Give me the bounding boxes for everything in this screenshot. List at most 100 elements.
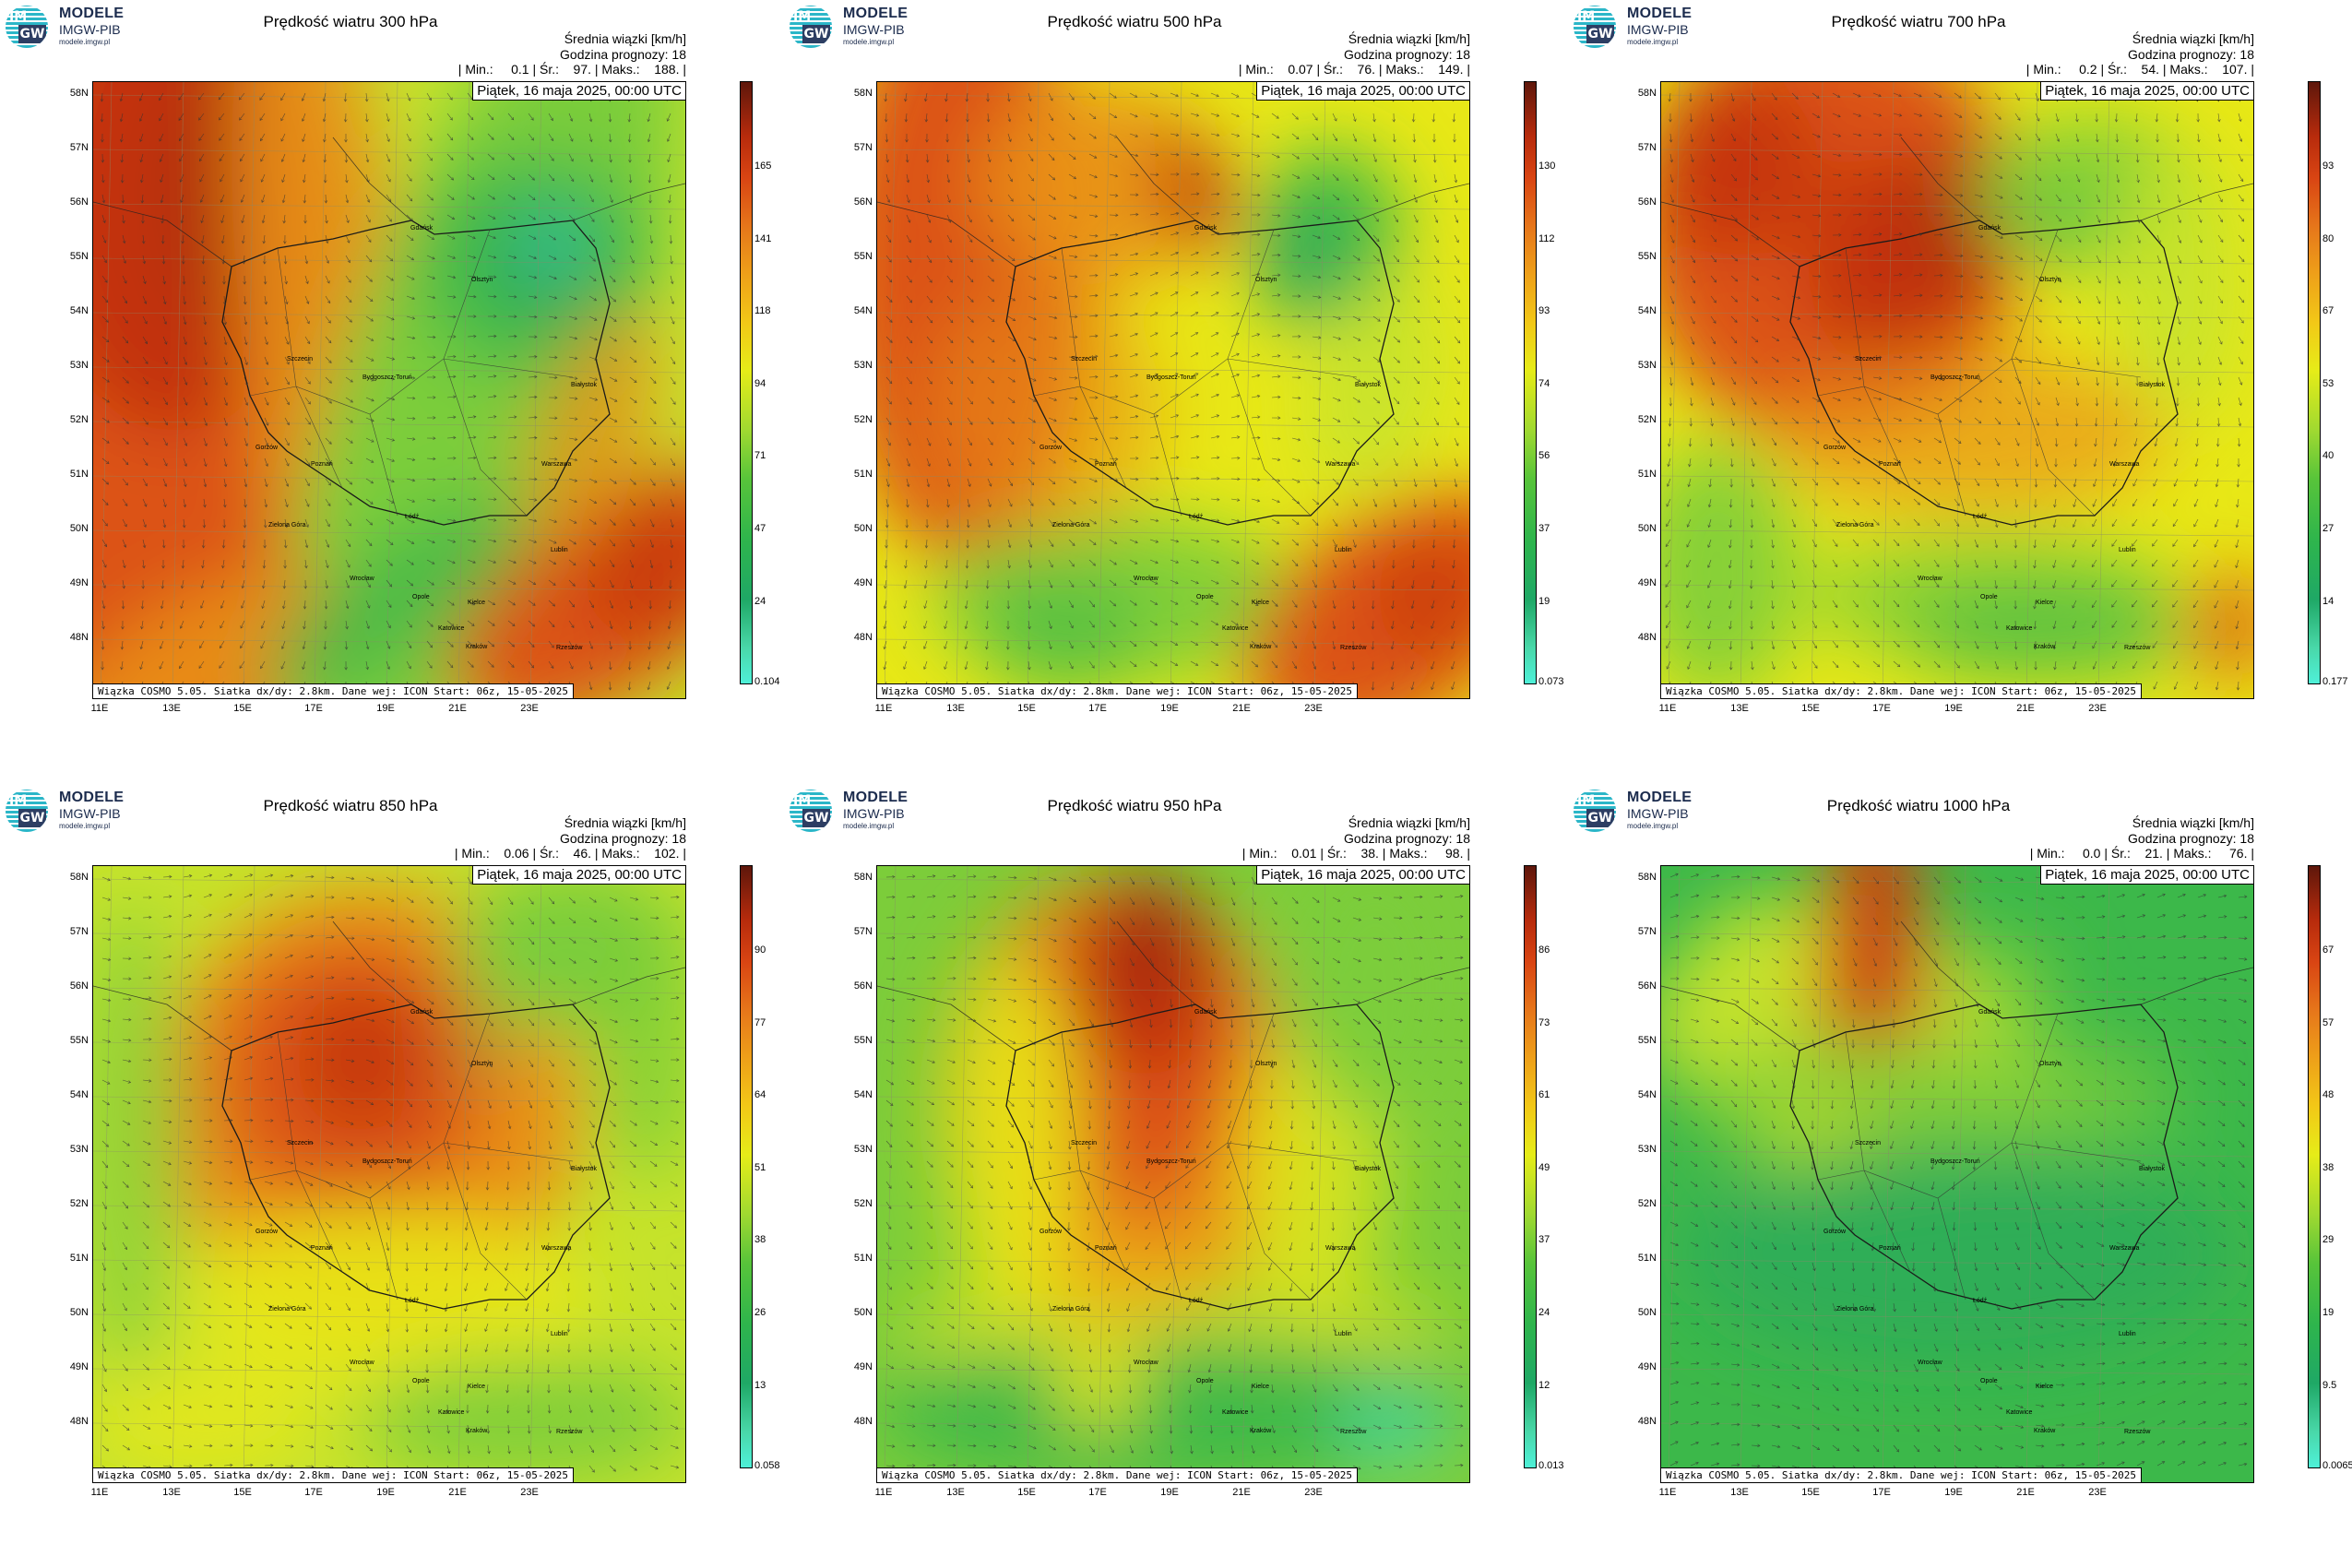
longitude-label: 13E: [1730, 1487, 1749, 1498]
latitude-label: 52N: [853, 1198, 873, 1209]
colorbar-tick-label: 47: [754, 523, 766, 534]
city-label: Zielona Góra: [1052, 522, 1090, 529]
city-label: Zielona Góra: [268, 522, 306, 529]
wind-speed-area: [2039, 211, 2095, 267]
colorbar-tick-label: 19: [1538, 596, 1550, 607]
city-label: Warszawa: [1325, 461, 1356, 468]
colorbar-tick-label: 112: [1538, 233, 1555, 244]
latitude-label: 54N: [853, 305, 873, 316]
latitude-line: [1661, 1259, 2253, 1266]
latitude-line: [1661, 1368, 2253, 1375]
longitude-line: [100, 82, 113, 698]
longitude-label: 13E: [946, 703, 965, 714]
longitude-line: [529, 82, 542, 698]
city-label: Olsztyn: [471, 277, 493, 283]
coastline: [93, 921, 685, 1051]
stats-line: | Min.: 0.2 | Śr.: 54. | Maks.: 107. |: [2025, 62, 2254, 77]
latitude-line: [93, 584, 685, 591]
wind-speed-area: [361, 1355, 685, 1482]
longitude-label: 21E: [2016, 1487, 2035, 1498]
latitude-label: 49N: [853, 577, 873, 588]
colorbar-tick-label: 0.0065: [2322, 1460, 2352, 1471]
colorbar-tick-label: 118: [754, 305, 771, 316]
latitude-line: [877, 366, 1469, 374]
latitude-label: 52N: [853, 414, 873, 425]
city-label: Katowice: [438, 625, 465, 632]
city-label: Opole: [1196, 594, 1214, 600]
latitude-line: [1661, 257, 2253, 265]
latitude-label: 57N: [853, 926, 873, 937]
wind-speed-map: Gdańsk Olsztyn Szczecin Bydgoszcz-Toruń Biał…: [1661, 866, 2253, 1482]
wind-speed-area: [93, 1364, 315, 1475]
logo-subtitle: IMGW-PIB: [843, 806, 905, 821]
latitude-label: 49N: [69, 577, 89, 588]
city-label: Poznań: [1879, 1245, 1901, 1252]
city-label: Bydgoszcz-Toruń: [362, 374, 412, 381]
longitude-line: [1954, 866, 1966, 1482]
wind-vector-arrows: [1669, 873, 2248, 1473]
latitude-label: 57N: [853, 142, 873, 153]
latitude-label: 58N: [853, 88, 873, 99]
wind-speed-area: [2187, 571, 2253, 682]
city-label: Białystok: [2139, 1166, 2166, 1172]
imgw-logo[interactable]: IM GW MODELE IMGW-PIB modele.imgw.pl: [6, 790, 144, 836]
city-label: Katowice: [438, 1409, 465, 1416]
imgw-logo[interactable]: IM GW MODELE IMGW-PIB modele.imgw.pl: [790, 790, 928, 836]
colorbar-tick-label: 61: [1538, 1089, 1550, 1100]
mean-label: Średnia wiązki [km/h]: [2132, 815, 2254, 830]
latitude-line: [877, 257, 1469, 265]
logo-emblem-icon: IM GW: [6, 6, 48, 48]
city-label: Opole: [1980, 594, 1998, 600]
city-label: Rzeszów: [2124, 1429, 2151, 1435]
imgw-logo[interactable]: IM GW MODELE IMGW-PIB modele.imgw.pl: [1574, 6, 1712, 52]
wind-speed-area: [93, 567, 352, 698]
wind-speed-area: [1260, 202, 1343, 331]
colorbar-tick-label: 9.5: [2322, 1380, 2337, 1391]
city-label: Kielce: [468, 600, 485, 606]
city-label: Opole: [1196, 1378, 1214, 1384]
longitude-label: 13E: [1730, 703, 1749, 714]
latitude-line: [877, 1041, 1469, 1049]
panel-title: Prędkość wiatru 700 hPa: [1831, 13, 2006, 30]
colorbar-tick-label: 93: [1538, 305, 1550, 316]
wind-speed-area: [1883, 1032, 2178, 1161]
city-label: Warszawa: [541, 1245, 572, 1252]
city-label: Białystok: [2139, 382, 2166, 388]
longitude-line: [2025, 82, 2038, 698]
latitude-label: 51N: [69, 469, 89, 480]
logo-url: modele.imgw.pl: [1627, 38, 1679, 46]
longitude-label: 19E: [1944, 1487, 1963, 1498]
city-label: Katowice: [1222, 625, 1249, 632]
imgw-logo[interactable]: IM GW MODELE IMGW-PIB modele.imgw.pl: [790, 6, 928, 52]
longitude-line: [1740, 82, 1752, 698]
city-label: Zielona Góra: [268, 1306, 306, 1313]
city-label: Rzeszów: [556, 645, 583, 651]
wind-speed-map: Gdańsk Olsztyn Szczecin Bydgoszcz-Toruń Biał…: [93, 866, 685, 1482]
panel-title: Prędkość wiatru 1000 hPa: [1826, 797, 2011, 814]
valid-date: Piątek, 16 maja 2025, 00:00 UTC: [1256, 82, 1469, 101]
forecast-panel: IM GW MODELE IMGW-PIB modele.imgw.pl Prę…: [1568, 784, 2352, 1568]
imgw-logo[interactable]: IM GW MODELE IMGW-PIB modele.imgw.pl: [1574, 790, 1712, 836]
city-label: Wrocław: [1134, 576, 1159, 582]
latitude-label: 49N: [1637, 577, 1657, 588]
wind-speed-area: [93, 903, 185, 1383]
city-label: Kielce: [2036, 600, 2053, 606]
colorbar-tick-label: 64: [754, 1089, 766, 1100]
colorbar-tick-label: 12: [1538, 1380, 1550, 1391]
latitude-line: [93, 148, 685, 156]
colorbar-tick-label: 57: [2322, 1017, 2334, 1028]
city-label: Katowice: [2006, 1409, 2033, 1416]
panel-title: Prędkość wiatru 500 hPa: [1047, 13, 1222, 30]
colorbar-tick-label: 37: [1538, 1234, 1550, 1245]
imgw-logo[interactable]: IM GW MODELE IMGW-PIB modele.imgw.pl: [6, 6, 144, 52]
latitude-label: 54N: [1637, 305, 1657, 316]
city-label: Lublin: [2119, 1331, 2136, 1337]
city-label: Szczecin: [287, 356, 313, 362]
latitude-label: 50N: [1637, 523, 1657, 534]
latitude-label: 55N: [853, 1035, 873, 1046]
latitude-label: 51N: [853, 1253, 873, 1264]
longitude-label: 13E: [162, 703, 181, 714]
latitude-label: 51N: [1637, 1253, 1657, 1264]
longitude-line: [2097, 82, 2110, 698]
latitude-label: 55N: [853, 251, 873, 262]
